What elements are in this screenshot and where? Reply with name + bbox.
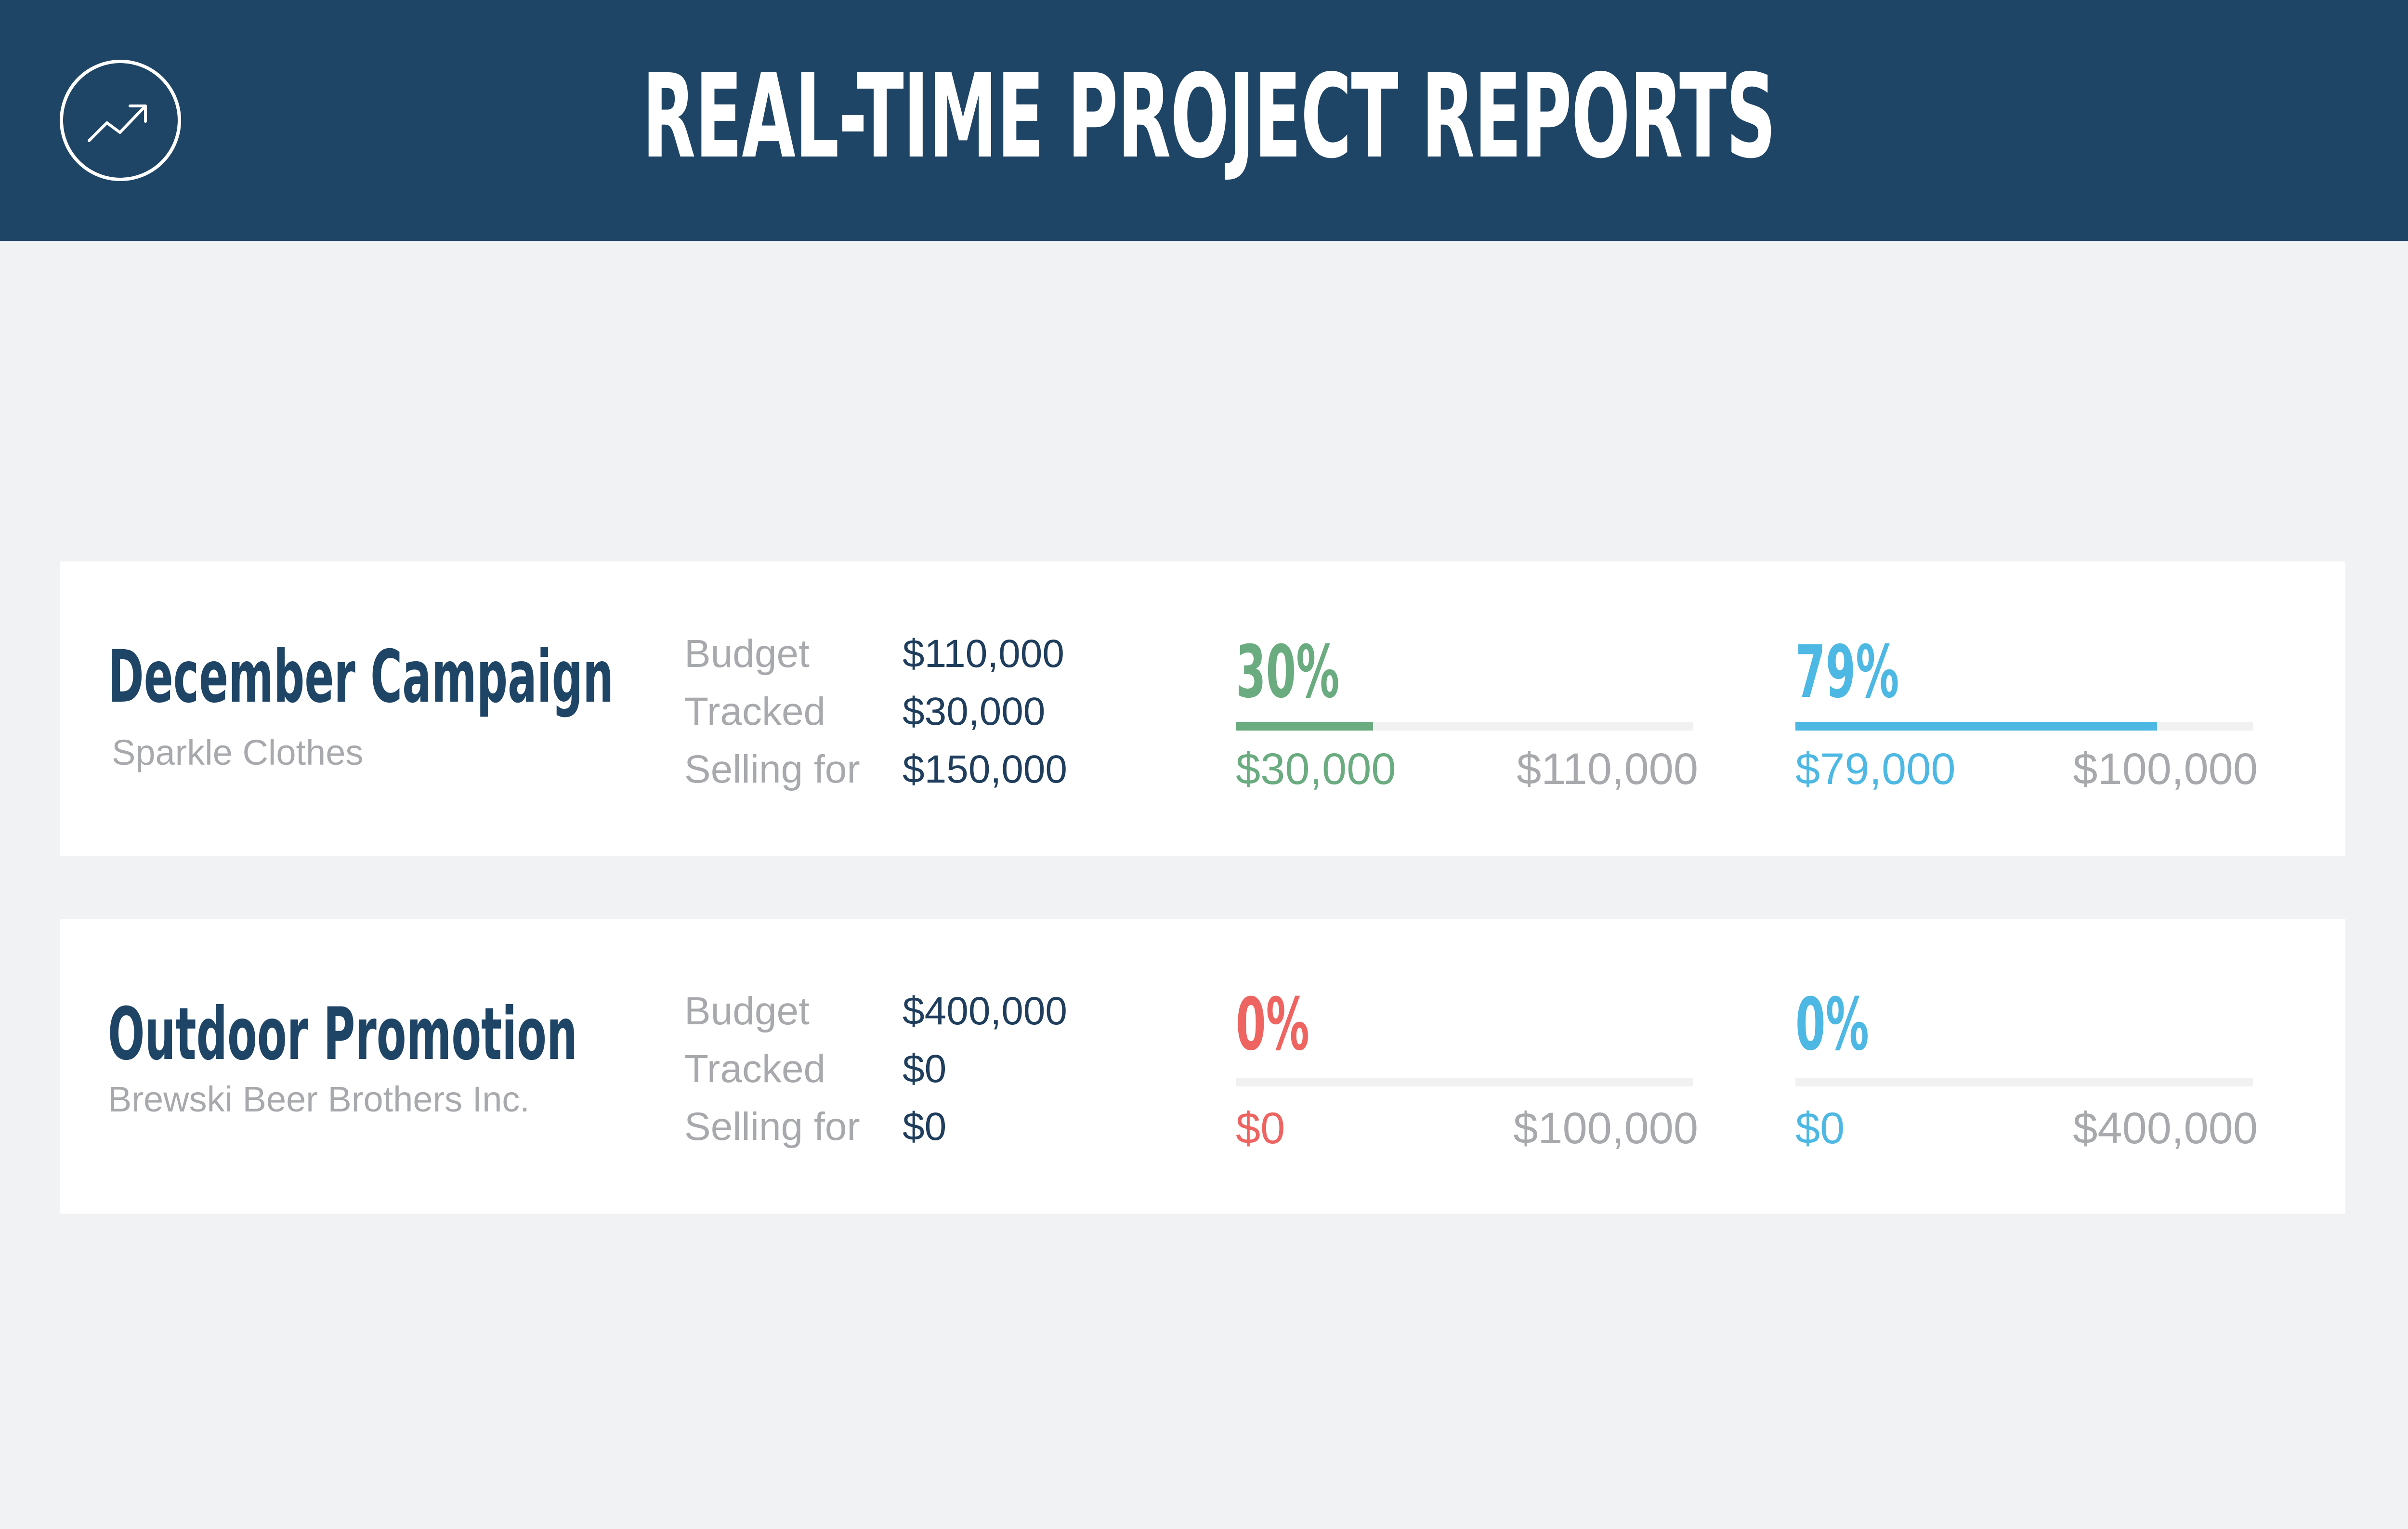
project-name[interactable]: December Campaign xyxy=(108,635,614,719)
project-name[interactable]: Outdoor Promotion xyxy=(108,993,577,1076)
page-title: REAL-TIME PROJECT REPORTS xyxy=(642,49,1776,184)
header-bar: REAL-TIME PROJECT REPORTS xyxy=(0,0,2408,241)
revenue-meter: 79% $79,000 $100,000 xyxy=(1795,562,2258,856)
meter-percent: 30% xyxy=(1236,630,1340,714)
progress-track xyxy=(1795,722,2253,731)
budget-label: Budget xyxy=(684,632,810,676)
tracked-value: $0 xyxy=(903,1047,947,1091)
selling-for-label: Selling for xyxy=(684,747,860,791)
meter-target-value: $110,000 xyxy=(1517,745,1698,794)
meter-current-value: $0 xyxy=(1236,1104,1285,1153)
meter-current-value: $30,000 xyxy=(1236,745,1396,794)
meter-percent: 0% xyxy=(1795,983,1869,1067)
progress-track xyxy=(1795,1078,2253,1086)
selling-for-value: $0 xyxy=(903,1105,947,1149)
progress-fill xyxy=(1236,722,1373,731)
budget-meter: 30% $30,000 $110,000 xyxy=(1236,562,1698,856)
progress-fill xyxy=(1795,722,2157,731)
meter-current-value: $0 xyxy=(1795,1104,1845,1153)
meter-target-value: $100,000 xyxy=(2073,745,2258,794)
meter-percent: 79% xyxy=(1795,630,1899,714)
selling-for-label: Selling for xyxy=(684,1105,860,1149)
tracked-label: Tracked xyxy=(684,690,826,733)
trending-up-icon xyxy=(60,60,181,181)
tracked-label: Tracked xyxy=(684,1047,826,1091)
project-card[interactable]: December Campaign Sparkle Clothes Budget… xyxy=(60,562,2345,856)
progress-track xyxy=(1236,722,1693,731)
meter-current-value: $79,000 xyxy=(1795,745,1956,794)
meter-percent: 0% xyxy=(1236,983,1309,1067)
revenue-meter: 0% $0 $400,000 xyxy=(1795,919,2258,1214)
selling-for-value: $150,000 xyxy=(903,747,1068,791)
meter-target-value: $100,000 xyxy=(1513,1104,1698,1153)
progress-track xyxy=(1236,1078,1693,1086)
client-name: Brewski Beer Brothers Inc. xyxy=(108,1079,530,1119)
budget-label: Budget xyxy=(684,989,810,1033)
project-card[interactable]: Outdoor Promotion Brewski Beer Brothers … xyxy=(60,919,2345,1214)
client-name: Sparkle Clothes xyxy=(112,732,364,772)
budget-value: $110,000 xyxy=(903,632,1064,676)
tracked-value: $30,000 xyxy=(903,690,1046,733)
meter-target-value: $400,000 xyxy=(2073,1104,2258,1153)
budget-meter: 0% $0 $100,000 xyxy=(1236,919,1698,1214)
budget-value: $400,000 xyxy=(903,989,1068,1033)
